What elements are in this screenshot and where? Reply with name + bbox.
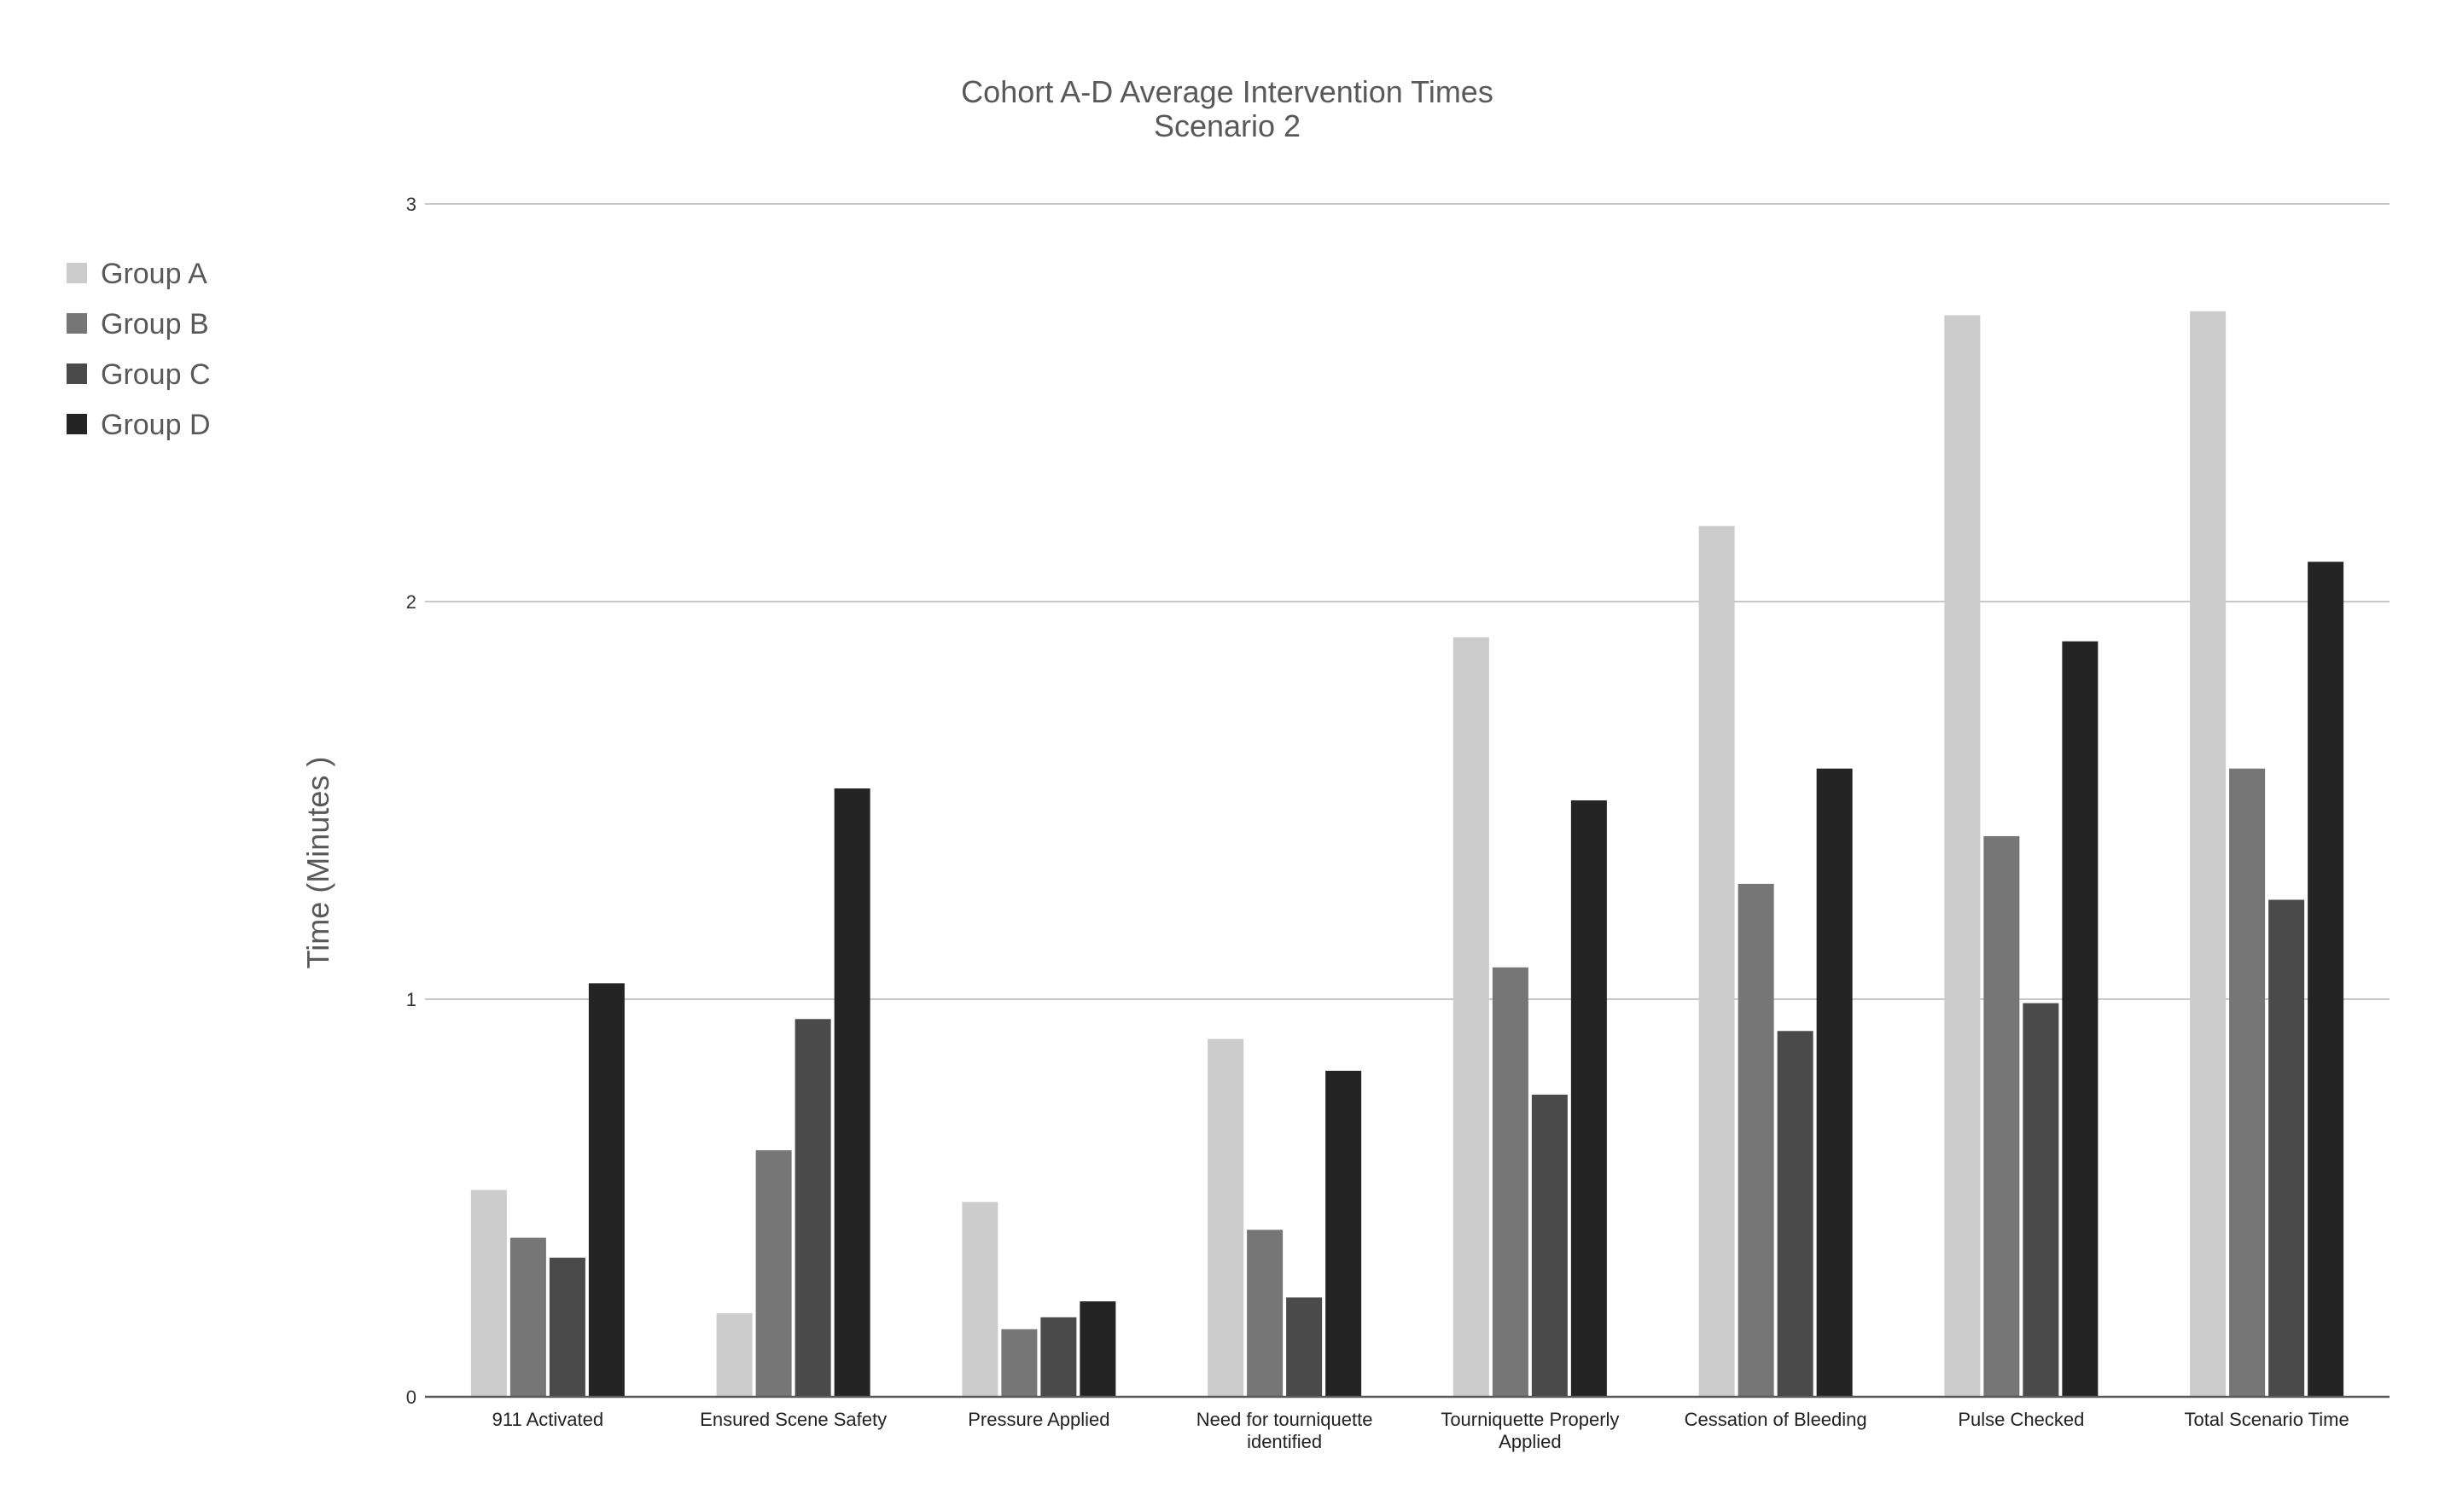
y-tick-label: 3 bbox=[406, 194, 416, 215]
bar bbox=[2190, 311, 2227, 1397]
y-axis-title: Time (Minutes ) bbox=[300, 757, 335, 969]
x-tick-label: Need for tourniquette identified bbox=[1196, 1409, 1373, 1452]
bar bbox=[1983, 835, 2020, 1397]
bar bbox=[2268, 899, 2305, 1397]
bar bbox=[716, 1313, 753, 1397]
bar bbox=[1698, 526, 1735, 1397]
x-tick-label: Pulse Checked bbox=[1958, 1409, 2084, 1430]
legend-swatch bbox=[67, 263, 87, 283]
legend-label: Group A bbox=[101, 258, 207, 290]
bar bbox=[1816, 768, 1853, 1397]
bar bbox=[1040, 1317, 1077, 1397]
bar bbox=[1001, 1329, 1038, 1397]
bars bbox=[470, 311, 2344, 1398]
x-tick-label: 911 Activated bbox=[492, 1409, 603, 1430]
bar bbox=[1325, 1070, 1362, 1397]
x-tick-label: Pressure Applied bbox=[968, 1409, 1109, 1430]
chart-title-group: Cohort A-D Average Intervention Times Sc… bbox=[961, 74, 1493, 143]
y-tick-label: 1 bbox=[406, 989, 416, 1010]
bar bbox=[834, 788, 870, 1397]
bar bbox=[1492, 967, 1528, 1397]
legend-item: Group D bbox=[67, 409, 211, 441]
x-tick-label: Cessation of Bleeding bbox=[1685, 1409, 1867, 1430]
bar bbox=[1777, 1031, 1813, 1397]
bar bbox=[2062, 641, 2099, 1397]
legend-swatch bbox=[67, 313, 87, 334]
bar bbox=[2308, 561, 2344, 1397]
y-tick-label: 2 bbox=[406, 591, 416, 613]
bar bbox=[1080, 1301, 1116, 1397]
bar bbox=[588, 983, 625, 1397]
x-axis-labels: 911 Activated Ensured Scene Safety Pressur… bbox=[492, 1409, 2349, 1452]
bar bbox=[755, 1150, 792, 1397]
bar bbox=[2229, 768, 2266, 1397]
bar bbox=[1247, 1230, 1284, 1397]
bar bbox=[1738, 883, 1774, 1397]
x-tick-label: Ensured Scene Safety bbox=[700, 1409, 887, 1430]
bar bbox=[509, 1237, 546, 1397]
chart-subtitle: Scenario 2 bbox=[1154, 108, 1301, 143]
bar bbox=[795, 1019, 831, 1397]
bar bbox=[962, 1201, 998, 1397]
x-tick-label: Total Scenario Time bbox=[2185, 1409, 2349, 1430]
bar bbox=[470, 1189, 507, 1397]
gridlines bbox=[425, 203, 2390, 1000]
bar bbox=[1208, 1038, 1244, 1397]
bar bbox=[1452, 637, 1489, 1397]
legend: Group A Group B Group C Group D bbox=[67, 258, 211, 441]
legend-swatch bbox=[67, 414, 87, 434]
bar bbox=[1570, 800, 1607, 1397]
legend-item: Group A bbox=[67, 258, 207, 290]
legend-item: Group B bbox=[67, 308, 209, 340]
legend-label: Group B bbox=[101, 308, 209, 340]
legend-swatch bbox=[67, 363, 87, 384]
legend-label: Group C bbox=[101, 358, 211, 391]
chart-title: Cohort A-D Average Intervention Times bbox=[961, 74, 1493, 109]
y-axis-ticks: 0 1 2 3 bbox=[406, 194, 416, 1408]
y-tick-label: 0 bbox=[406, 1387, 416, 1408]
bar bbox=[2023, 1003, 2059, 1397]
legend-label: Group D bbox=[101, 409, 211, 441]
bar bbox=[549, 1257, 585, 1397]
x-tick-label: Tourniquette Properly Applied bbox=[1441, 1409, 1619, 1452]
bar bbox=[1286, 1297, 1323, 1397]
legend-item: Group C bbox=[67, 358, 211, 391]
bar bbox=[1944, 315, 1981, 1398]
bar bbox=[1531, 1094, 1568, 1397]
